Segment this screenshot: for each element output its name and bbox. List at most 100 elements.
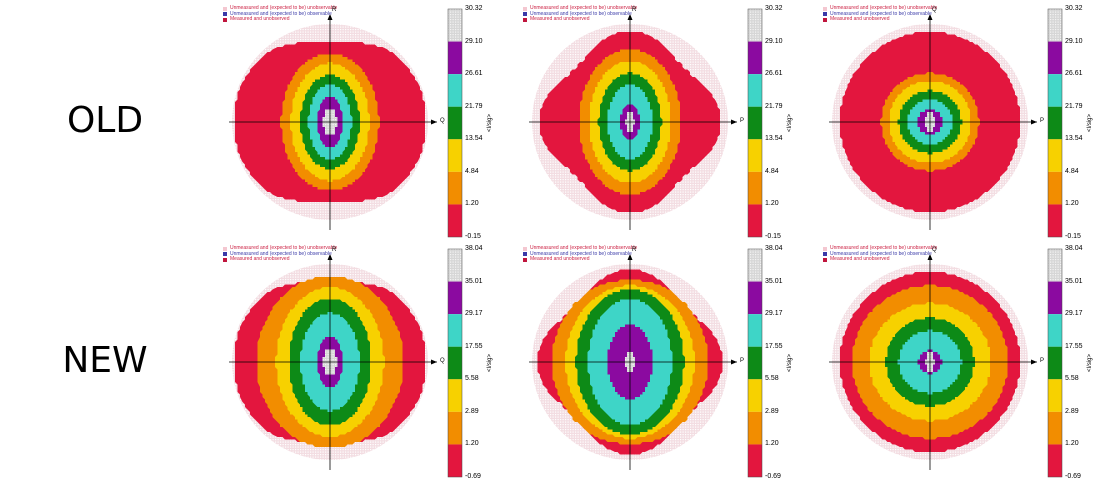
colorbar-segment bbox=[1048, 379, 1062, 412]
legend-label: Unmeasured and (expected to be) observab… bbox=[530, 250, 632, 257]
map-legend: Unmeasured and (expected to be) unobserv… bbox=[223, 245, 338, 263]
colorbar-segment bbox=[448, 444, 462, 477]
vertical-axis-label: R bbox=[632, 7, 637, 13]
vertical-axis-label: Q bbox=[932, 7, 937, 13]
colorbar-tick-label: 26.61 bbox=[465, 70, 483, 78]
legend-label: Unmeasured and (expected to be) unobserv… bbox=[530, 5, 638, 11]
horizontal-axis-label: P bbox=[740, 358, 745, 364]
map-legend: Unmeasured and (expected to be) unobserv… bbox=[823, 5, 938, 23]
legend-label: Unmeasured and (expected to be) observab… bbox=[230, 10, 332, 17]
colorbar-segment bbox=[448, 9, 462, 42]
colorbar-frame bbox=[747, 8, 763, 238]
colorbar-tick-label: 21.79 bbox=[765, 102, 783, 110]
legend-label: Unmeasured and (expected to be) unobserv… bbox=[230, 245, 338, 251]
colorbar-tick-label: 30.32 bbox=[765, 5, 783, 12]
legend-label: Unmeasured and (expected to be) unobserv… bbox=[830, 245, 938, 251]
colorbar-tick-label: 5.58 bbox=[765, 375, 779, 383]
legend-entry: Measured and unobserved bbox=[223, 256, 337, 263]
colorbar-tick-label: 29.10 bbox=[465, 37, 483, 45]
vertical-axis-label: R bbox=[332, 7, 337, 13]
legend-swatch bbox=[223, 12, 227, 17]
colorbar-segment bbox=[1048, 444, 1062, 477]
colorbar-tick-label: -0.15 bbox=[465, 233, 481, 240]
colorbar-tick-label: 4.84 bbox=[1065, 167, 1079, 175]
colorbar-segment bbox=[448, 171, 462, 205]
colorbar-tick-label: 38.04 bbox=[765, 245, 783, 252]
vertical-axis-arrow bbox=[327, 14, 333, 20]
colorbar-frame bbox=[1047, 8, 1063, 238]
legend-label: Unmeasured and (expected to be) unobserv… bbox=[830, 5, 938, 11]
colorbar-segment bbox=[748, 106, 762, 140]
legend-swatch bbox=[823, 257, 827, 262]
colorbar-segment bbox=[1048, 41, 1062, 75]
legend-swatch bbox=[823, 12, 827, 17]
colorbar-tick-label: 29.17 bbox=[765, 310, 783, 318]
horizontal-axis-label: Q bbox=[440, 118, 445, 124]
legend-label: Measured and unobserved bbox=[230, 16, 290, 22]
colorbar-unit-label: <I/sig> bbox=[1087, 353, 1094, 373]
colorbar-frame bbox=[447, 8, 463, 238]
legend-swatch bbox=[523, 12, 527, 17]
legend-swatch bbox=[523, 252, 527, 257]
colorbar-tick-label: 29.17 bbox=[465, 310, 483, 318]
legend-entry: Unmeasured and (expected to be) observab… bbox=[223, 10, 337, 18]
colorbar-tick-label: 1.20 bbox=[1065, 200, 1079, 208]
horizontal-axis-arrow bbox=[431, 359, 437, 365]
colorbar-tick-label: 29.10 bbox=[765, 37, 783, 45]
colorbar-segment bbox=[748, 41, 762, 75]
legend-swatch bbox=[523, 246, 527, 251]
horizontal-axis-arrow bbox=[431, 119, 437, 125]
colorbar-tick-label: 26.61 bbox=[765, 70, 783, 78]
horizontal-axis-arrow bbox=[731, 119, 737, 125]
legend-entry: Unmeasured and (expected to be) observab… bbox=[523, 10, 637, 18]
colorbar-tick-label: 35.01 bbox=[465, 277, 483, 285]
horizontal-axis-arrow bbox=[1031, 119, 1037, 125]
colorbar-segment bbox=[748, 171, 762, 205]
legend-entry: Measured and unobserved bbox=[523, 16, 637, 23]
colorbar-tick-label: 1.20 bbox=[1065, 440, 1079, 448]
reflection-map-panel: Unmeasured and (expected to be) unobserv… bbox=[515, 244, 793, 480]
map-legend: Unmeasured and (expected to be) unobserv… bbox=[523, 245, 637, 263]
legend-label: Unmeasured and (expected to be) observab… bbox=[230, 250, 332, 257]
colorbar-segment bbox=[1048, 139, 1062, 172]
legend-swatch bbox=[523, 6, 527, 11]
legend-entry: Unmeasured and (expected to be) observab… bbox=[223, 250, 337, 258]
legend-entry: Unmeasured and (expected to be) observab… bbox=[523, 250, 637, 258]
legend-label: Unmeasured and (expected to be) observab… bbox=[530, 10, 632, 17]
colorbar-segment bbox=[1048, 171, 1062, 205]
colorbar-tick-label: -0.69 bbox=[1065, 473, 1081, 480]
colorbar-tick-label: 38.04 bbox=[1065, 245, 1083, 252]
colorbar-tick-label: 35.01 bbox=[1065, 277, 1083, 285]
colorbar-segment bbox=[448, 139, 462, 172]
colorbar-frame bbox=[1047, 248, 1063, 478]
colorbar-tick-label: 1.20 bbox=[465, 440, 479, 448]
colorbar-segment bbox=[448, 249, 462, 282]
reflection-map-panel: Unmeasured and (expected to be) unobserv… bbox=[815, 244, 1093, 480]
colorbar-tick-label: 1.20 bbox=[465, 200, 479, 208]
legend-swatch bbox=[223, 17, 227, 22]
colorbar-segment bbox=[448, 346, 462, 380]
legend-entry: Unmeasured and (expected to be) unobserv… bbox=[523, 245, 637, 252]
legend-swatch bbox=[823, 17, 827, 22]
legend-entry: Unmeasured and (expected to be) observab… bbox=[823, 251, 937, 258]
legend-swatch bbox=[823, 252, 827, 257]
legend-swatch bbox=[223, 252, 227, 257]
legend-entry: Unmeasured and (expected to be) unobserv… bbox=[523, 5, 638, 12]
map-legend: Unmeasured and (expected to be) unobserv… bbox=[523, 5, 638, 23]
legend-entry: Measured and unobserved bbox=[823, 256, 937, 263]
row-label-new: NEW bbox=[62, 340, 148, 381]
legend-entry: Unmeasured and (expected to be) unobserv… bbox=[823, 245, 938, 252]
colorbar-unit-label: <I/sig> bbox=[787, 113, 794, 133]
colorbar-segment bbox=[448, 74, 462, 107]
legend-label: Measured and unobserved bbox=[830, 16, 890, 22]
colorbar-segment bbox=[748, 74, 762, 107]
reflection-map-panel: Unmeasured and (expected to be) unobserv… bbox=[215, 244, 493, 480]
colorbar-segment bbox=[1048, 346, 1062, 380]
colorbar-unit-label: <I/sig> bbox=[787, 353, 794, 373]
reflection-map-panel: Unmeasured and (expected to be) unobserv… bbox=[815, 4, 1093, 240]
legend-entry: Unmeasured and (expected to be) unobserv… bbox=[823, 5, 938, 12]
reflection-map bbox=[829, 248, 1063, 478]
colorbar-segment bbox=[748, 139, 762, 172]
colorbar-segment bbox=[1048, 249, 1062, 282]
vertical-axis-arrow bbox=[627, 14, 633, 20]
